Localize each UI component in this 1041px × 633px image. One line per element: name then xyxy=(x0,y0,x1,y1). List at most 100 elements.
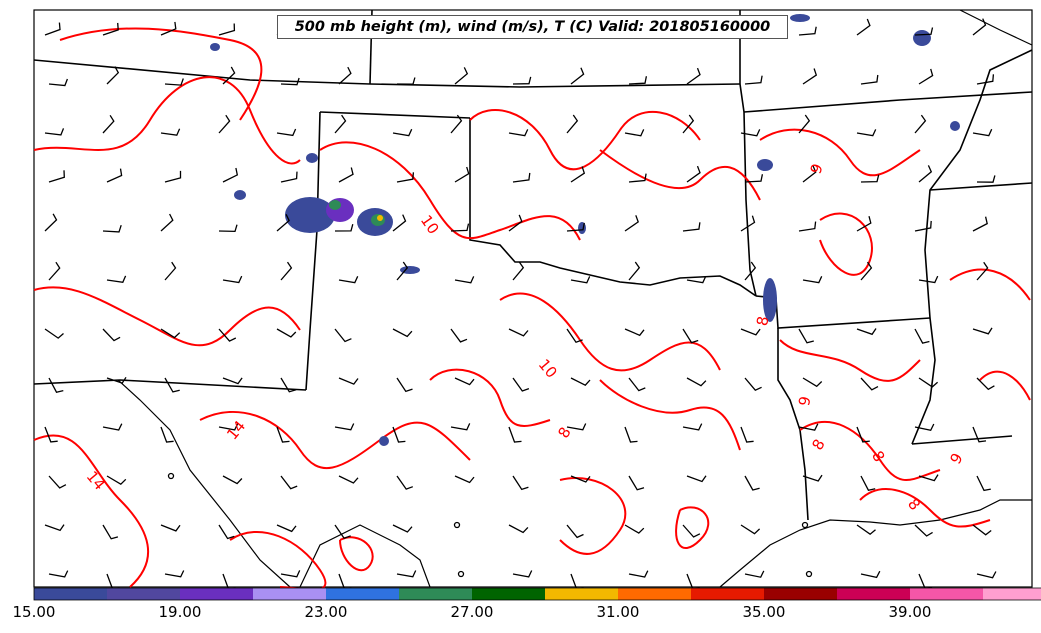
wind-barb xyxy=(624,524,645,534)
wind-barb xyxy=(744,570,765,578)
wind-barb xyxy=(450,114,463,134)
wind-barb xyxy=(396,377,413,393)
wind-barb xyxy=(454,377,475,386)
wind-barb xyxy=(450,328,468,343)
map-frame xyxy=(33,9,1033,588)
wind-barb xyxy=(686,67,701,85)
wind-barb xyxy=(566,423,587,431)
wind-barb xyxy=(218,423,239,431)
wind-barb xyxy=(218,328,237,342)
wind-barb xyxy=(454,67,469,85)
wind-barb xyxy=(744,174,764,183)
wind-barb xyxy=(628,475,645,491)
wind-barb xyxy=(976,377,995,391)
wind-barb xyxy=(914,328,930,344)
wind-barb xyxy=(512,172,531,183)
wind-barb xyxy=(512,475,529,491)
wind-barb xyxy=(392,426,406,443)
wind-barb xyxy=(48,78,69,87)
wind-barb xyxy=(802,276,823,284)
calm-wind-marker xyxy=(167,472,175,480)
wind-barb xyxy=(106,168,123,183)
wind-barb xyxy=(682,328,699,344)
colorbar-tick-label: 35.00 xyxy=(742,603,786,621)
calm-wind-marker xyxy=(453,521,461,529)
wind-barb xyxy=(338,377,359,385)
wind-barb xyxy=(566,222,585,232)
wind-barb xyxy=(164,570,185,578)
colorbar-segment xyxy=(107,588,181,600)
wind-barb xyxy=(276,128,297,137)
contour-label: 9 xyxy=(795,395,814,408)
wind-barb xyxy=(508,129,529,137)
wind-barb xyxy=(856,328,877,336)
colorbar-tick-label: 23.00 xyxy=(304,603,348,621)
wind-barb xyxy=(512,570,533,578)
wind-barb xyxy=(106,66,120,85)
wind-barb xyxy=(396,77,416,85)
wind-barb xyxy=(280,261,293,281)
colorbar xyxy=(33,587,1041,601)
wind-barb xyxy=(44,22,61,36)
wind-barb xyxy=(628,261,641,281)
wind-barb xyxy=(740,524,761,535)
wind-barb xyxy=(628,76,648,85)
wind-barb xyxy=(918,165,933,183)
wind-barb xyxy=(570,67,585,85)
colorbar-segment xyxy=(545,588,619,600)
wind-barb xyxy=(914,524,933,537)
wind-barb xyxy=(338,276,359,284)
wind-barb xyxy=(740,328,761,336)
colorbar-segment xyxy=(34,588,108,600)
wind-barb xyxy=(682,524,701,538)
wind-barb xyxy=(102,524,119,540)
wind-barb xyxy=(744,475,760,491)
colorbar-tick-label: 31.00 xyxy=(596,603,640,621)
wind-barb xyxy=(740,215,756,232)
colorbar-segment xyxy=(253,588,327,600)
wind-barb xyxy=(160,213,174,232)
wind-barb xyxy=(164,261,177,281)
wind-barb xyxy=(686,165,701,183)
wind-barb xyxy=(682,114,695,134)
wind-barb xyxy=(218,114,231,134)
wind-barb xyxy=(276,426,290,443)
wind-barb xyxy=(334,114,347,134)
wind-barb xyxy=(102,114,115,134)
calm-wind-marker xyxy=(805,570,813,578)
wind-barb xyxy=(450,223,470,232)
wind-barb xyxy=(512,76,532,85)
wind-barb xyxy=(972,426,987,443)
state-boundaries xyxy=(33,9,1033,521)
wind-barb xyxy=(160,426,174,443)
calm-wind-marker xyxy=(457,570,465,578)
wind-barb xyxy=(392,524,413,533)
wind-barb xyxy=(276,214,290,232)
wind-barb xyxy=(48,475,67,489)
wind-barb xyxy=(508,426,522,443)
wind-barb xyxy=(160,328,181,339)
colorbar-segment xyxy=(399,588,473,600)
wind-barb xyxy=(454,166,470,183)
wind-barb xyxy=(280,377,297,393)
wind-barb xyxy=(682,222,701,232)
temperature-contours xyxy=(33,27,1031,591)
wind-barb xyxy=(338,167,354,183)
wind-barb xyxy=(280,570,301,578)
wind-barb xyxy=(686,377,707,387)
wind-barb xyxy=(744,261,757,281)
wind-barb xyxy=(918,275,939,284)
wind-barb xyxy=(686,475,707,483)
wind-barb xyxy=(280,171,298,183)
colorbar-segment xyxy=(837,588,911,600)
wind-barb xyxy=(856,129,877,137)
wind-barb xyxy=(334,224,354,232)
wind-barb xyxy=(914,423,935,432)
wind-barb xyxy=(860,475,876,491)
wind-barb xyxy=(106,275,127,284)
wind-barb xyxy=(222,66,236,85)
wind-barb xyxy=(860,377,879,391)
wind-barb xyxy=(454,276,475,284)
wind-barb xyxy=(740,129,761,137)
